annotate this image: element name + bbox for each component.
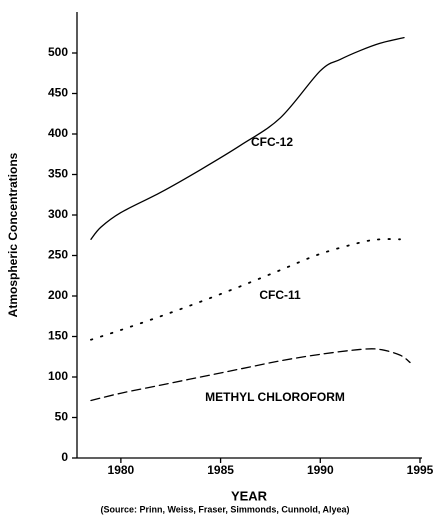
y-tick-label: 300 <box>48 207 68 221</box>
y-tick-label: 250 <box>48 248 68 262</box>
x-tick-label: 1995 <box>407 463 434 477</box>
y-tick-label: 0 <box>61 450 68 464</box>
y-tick-label: 50 <box>55 410 69 424</box>
series-label: METHYL CHLOROFORM <box>205 390 345 404</box>
x-tick-label: 1980 <box>108 463 135 477</box>
series-label: CFC-12 <box>251 135 293 149</box>
y-tick-label: 400 <box>48 126 68 140</box>
series-label: CFC-11 <box>259 288 301 302</box>
series-line <box>90 348 411 402</box>
x-tick-label: 1990 <box>307 463 334 477</box>
y-tick-label: 450 <box>48 86 68 100</box>
series-line <box>90 36 405 240</box>
y-tick-label: 200 <box>48 288 68 302</box>
y-tick-label: 350 <box>48 167 68 181</box>
x-tick-label: 1985 <box>207 463 234 477</box>
source-note: (Source: Prinn, Weiss, Fraser, Simmonds,… <box>100 504 349 514</box>
y-tick-label: 150 <box>48 329 68 343</box>
series-line <box>90 238 401 341</box>
y-tick-label: 100 <box>48 369 68 383</box>
x-axis-label: YEAR <box>231 488 268 503</box>
y-tick-label: 500 <box>48 45 68 59</box>
y-axis-label: Atmospheric Concentrations <box>6 152 20 317</box>
